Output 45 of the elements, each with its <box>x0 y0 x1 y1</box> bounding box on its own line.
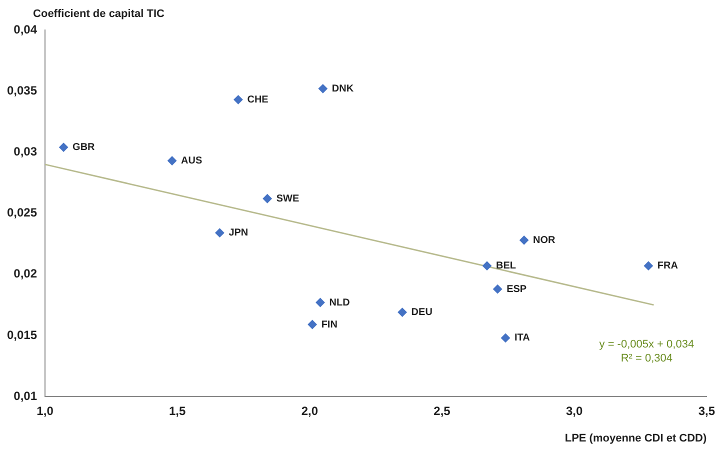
y-tick-label: 0,01 <box>14 388 38 403</box>
point <box>318 84 328 94</box>
point <box>482 261 492 270</box>
annotation: DEU <box>411 307 432 318</box>
annotation: FIN <box>321 319 338 330</box>
y-tick-label: 0,03 <box>14 144 38 159</box>
annotation: CHE <box>247 94 269 106</box>
point <box>308 320 317 329</box>
point <box>501 333 510 342</box>
point <box>262 194 272 204</box>
annotation: y = -0,005x + 0,034 <box>599 338 694 351</box>
x-tick-label: 1,0 <box>36 404 54 418</box>
point <box>398 308 407 317</box>
y-tick-label: 0,02 <box>14 266 38 281</box>
annotation: BEL <box>496 260 516 272</box>
annotation: FRA <box>657 260 678 272</box>
annotation: JPN <box>228 228 248 239</box>
point <box>493 284 502 294</box>
annotation: ESP <box>506 284 527 295</box>
annotation: NLD <box>329 297 350 308</box>
y-tick-label: 0,015 <box>7 328 38 342</box>
annotation: AUS <box>181 156 203 167</box>
x-tick-label: 2,5 <box>434 404 451 418</box>
point <box>234 95 243 104</box>
y-tick-label: 0,04 <box>14 22 38 36</box>
y-tick-label: 0,035 <box>7 83 38 98</box>
point <box>644 261 653 270</box>
point <box>316 298 325 308</box>
x-axis-title: LPE (moyenne CDI et CDD) <box>564 432 707 445</box>
point <box>215 228 224 238</box>
point <box>520 236 529 245</box>
point <box>168 156 177 166</box>
y-axis-title: Coefficient de capital TIC <box>33 8 164 20</box>
x-tick-label: 2,0 <box>301 404 318 418</box>
annotation: R² = 0,304 <box>620 352 672 365</box>
annotation: SWE <box>276 193 300 204</box>
x-tick-label: 3,0 <box>566 404 583 418</box>
point <box>59 142 68 152</box>
annotation: GBR <box>72 142 96 154</box>
annotation: ITA <box>514 332 530 344</box>
x-tick-label: 3,5 <box>698 404 716 418</box>
x-tick-label: 1,5 <box>169 404 186 418</box>
annotation: NOR <box>533 234 556 246</box>
annotation: DNK <box>332 83 354 94</box>
y-tick-label: 0,025 <box>7 206 38 220</box>
